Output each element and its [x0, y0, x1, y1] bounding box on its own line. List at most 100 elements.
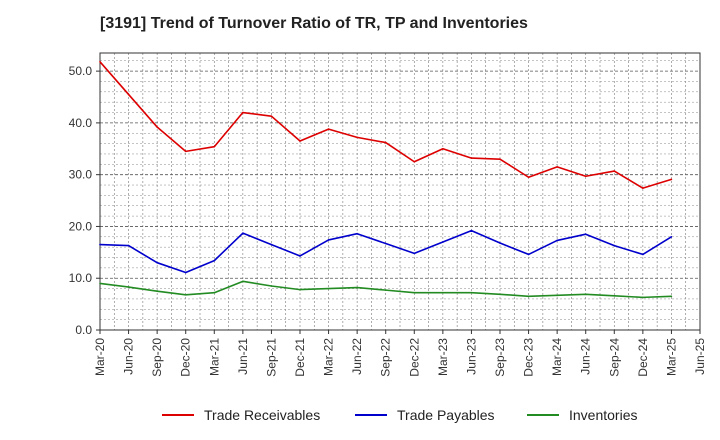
data-point: [156, 126, 158, 128]
data-point: [99, 61, 101, 63]
data-point: [99, 282, 101, 285]
legend-label: Trade Receivables: [204, 407, 320, 423]
data-point: [499, 242, 501, 244]
data-point: [642, 187, 644, 189]
data-point: [156, 290, 158, 292]
data-point: [527, 253, 530, 256]
data-point: [470, 157, 473, 159]
data-point: [384, 242, 387, 245]
data-point: [184, 150, 187, 153]
legend-label: Inventories: [569, 407, 637, 423]
data-point: [670, 295, 673, 298]
data-point: [584, 233, 587, 236]
legend: Trade Receivables Trade Payables Inventori…: [162, 407, 637, 423]
data-point: [127, 286, 130, 288]
data-point: [327, 287, 330, 290]
data-point: [670, 178, 673, 181]
data-point: [299, 255, 301, 257]
y-tick-label: 50.0: [69, 64, 93, 78]
data-point: [184, 271, 187, 274]
chart-title: [3191] Trend of Turnover Ratio of TR, TP…: [100, 15, 528, 32]
plot-frame: [99, 52, 701, 331]
data-point: [127, 244, 130, 247]
x-tick-label: Mar-22: [322, 338, 336, 376]
x-tick-label: Dec-23: [522, 338, 536, 377]
x-tick-label: Mar-25: [664, 338, 678, 376]
x-tick-label: Mar-24: [550, 338, 564, 376]
data-point: [442, 241, 444, 243]
data-point: [613, 170, 616, 172]
data-point: [442, 147, 444, 150]
data-point: [242, 232, 244, 234]
x-tick-label: Sep-21: [264, 338, 278, 377]
data-point: [556, 294, 558, 297]
legend-label: Trade Payables: [397, 407, 495, 423]
x-tick-label: Dec-21: [293, 338, 307, 377]
x-tick-label: Mar-23: [436, 338, 450, 376]
data-point: [556, 239, 558, 242]
x-tick-label: Mar-20: [93, 338, 107, 376]
data-point: [156, 261, 158, 264]
data-point: [527, 176, 530, 179]
data-point: [327, 128, 330, 130]
data-point: [299, 288, 301, 291]
x-tick-label: Dec-24: [636, 338, 650, 377]
data-point: [670, 236, 673, 238]
data-point: [584, 293, 587, 296]
data-point: [413, 160, 416, 163]
data-point: [99, 243, 101, 246]
data-point: [270, 285, 273, 287]
data-point: [613, 295, 616, 297]
data-point: [384, 141, 387, 144]
x-tick-label: Sep-24: [607, 338, 621, 377]
data-point: [527, 295, 530, 298]
data-point: [556, 166, 558, 168]
x-tick-label: Jun-20: [122, 338, 136, 375]
data-point: [470, 229, 473, 232]
x-tick-label: Jun-21: [236, 338, 250, 375]
x-tick-label: Sep-22: [379, 338, 393, 377]
data-point: [384, 289, 387, 291]
data-point: [242, 280, 244, 283]
data-point: [270, 115, 273, 117]
x-tick-label: Dec-22: [407, 338, 421, 377]
x-tick-label: Jun-22: [350, 338, 364, 375]
x-tick-label: Sep-23: [493, 338, 507, 377]
data-point: [642, 296, 644, 299]
y-tick-label: 40.0: [69, 116, 93, 130]
data-point: [327, 239, 330, 241]
data-point: [442, 291, 444, 294]
data-point: [613, 244, 616, 247]
data-point: [356, 286, 358, 289]
data-point: [499, 158, 501, 160]
data-point: [213, 291, 216, 294]
x-tick-label: Mar-21: [207, 338, 221, 376]
data-point: [299, 140, 301, 142]
y-tick-label: 20.0: [69, 219, 93, 233]
data-point: [413, 291, 416, 294]
data-point: [499, 293, 501, 296]
grid: [100, 53, 700, 330]
data-point: [242, 111, 244, 114]
y-tick-label: 0.0: [75, 323, 92, 337]
x-tick-label: Jun-25: [693, 338, 707, 375]
y-tick-label: 10.0: [69, 271, 93, 285]
x-tick-label: Dec-20: [179, 338, 193, 377]
data-point: [413, 252, 416, 255]
data-point: [470, 291, 473, 294]
x-tick-label: Jun-23: [464, 338, 478, 375]
data-point: [356, 232, 358, 235]
y-tick-label: 30.0: [69, 168, 93, 182]
data-point: [642, 253, 644, 256]
x-tick-label: Sep-20: [150, 338, 164, 377]
data-point: [127, 93, 130, 96]
data-point: [584, 175, 587, 178]
data-point: [356, 136, 358, 139]
data-point: [213, 259, 216, 262]
data-point: [184, 293, 187, 296]
data-point: [213, 145, 216, 148]
series: [99, 61, 673, 299]
axes: 0.0 10.0 20.0 30.0 40.0 50.0 Mar-20 Jun-20 Sep-2…: [69, 52, 707, 377]
x-tick-label: Jun-24: [579, 338, 593, 375]
